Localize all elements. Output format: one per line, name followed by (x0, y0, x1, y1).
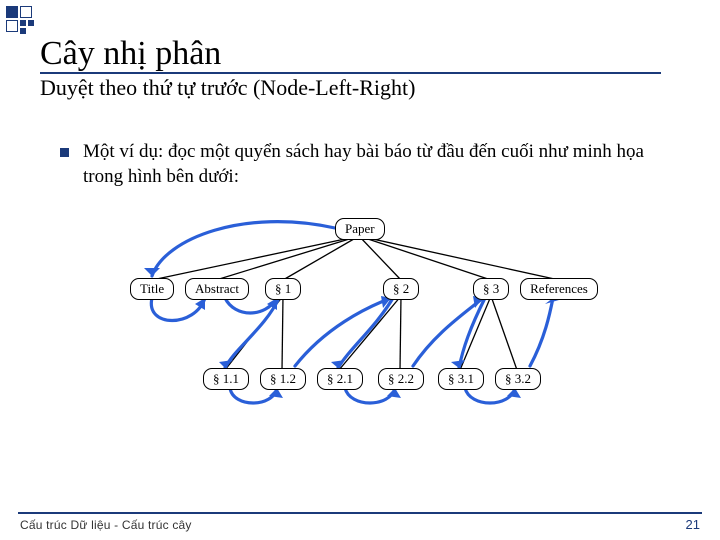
tree-diagram: Paper Title Abstract § 1 § 2 § 3 References § 1… (125, 218, 595, 468)
node-s1: § 1 (265, 278, 301, 300)
tree-edge (359, 236, 559, 280)
decor-square (28, 20, 34, 26)
traversal-arrow (413, 298, 483, 366)
page-number: 21 (686, 517, 700, 532)
traversal-arrow (151, 298, 205, 321)
decor-square (6, 6, 18, 18)
body-area: Một ví dụ: đọc một quyển sách hay bài bá… (60, 140, 670, 189)
node-refs: References (520, 278, 598, 300)
node-s31: § 3.1 (438, 368, 484, 390)
arrowhead-icon (144, 268, 160, 276)
node-paper: Paper (335, 218, 385, 240)
footer-rule (18, 512, 702, 514)
tree-edge (282, 296, 283, 370)
title-area: Cây nhị phân Duyệt theo thứ tự trước (No… (40, 36, 680, 101)
decor-square (20, 28, 26, 34)
bullet-item: Một ví dụ: đọc một quyển sách hay bài bá… (60, 140, 670, 189)
decor-square (20, 6, 32, 18)
bullet-text: Một ví dụ: đọc một quyển sách hay bài bá… (83, 140, 670, 189)
diagram-edges (125, 218, 595, 468)
page-title: Cây nhị phân (40, 36, 661, 74)
tree-edge (491, 296, 517, 370)
tree-edge (283, 236, 359, 280)
traversal-arrow (295, 298, 391, 366)
footer-left: Cấu trúc Dữ liệu - Cấu trúc cây (20, 518, 192, 532)
traversal-arrow (152, 222, 335, 276)
node-s21: § 2.1 (317, 368, 363, 390)
traversal-arrow (530, 298, 553, 366)
page-subtitle: Duyệt theo thứ tự trước (Node-Left-Right… (40, 74, 680, 101)
bullet-icon (60, 148, 69, 157)
decor-square (20, 20, 26, 26)
node-s22: § 2.2 (378, 368, 424, 390)
node-s11: § 1.1 (203, 368, 249, 390)
tree-edge (359, 236, 491, 280)
node-s3: § 3 (473, 278, 509, 300)
node-s12: § 1.2 (260, 368, 306, 390)
node-abstract: Abstract (185, 278, 249, 300)
tree-edge (216, 236, 359, 280)
node-title: Title (130, 278, 174, 300)
arrowhead-icon (331, 360, 345, 368)
arrowhead-icon (219, 360, 233, 368)
decor-square (6, 20, 18, 32)
node-s32: § 3.2 (495, 368, 541, 390)
traversal-arrow (225, 298, 277, 313)
node-s2: § 2 (383, 278, 419, 300)
tree-edge (400, 296, 401, 370)
